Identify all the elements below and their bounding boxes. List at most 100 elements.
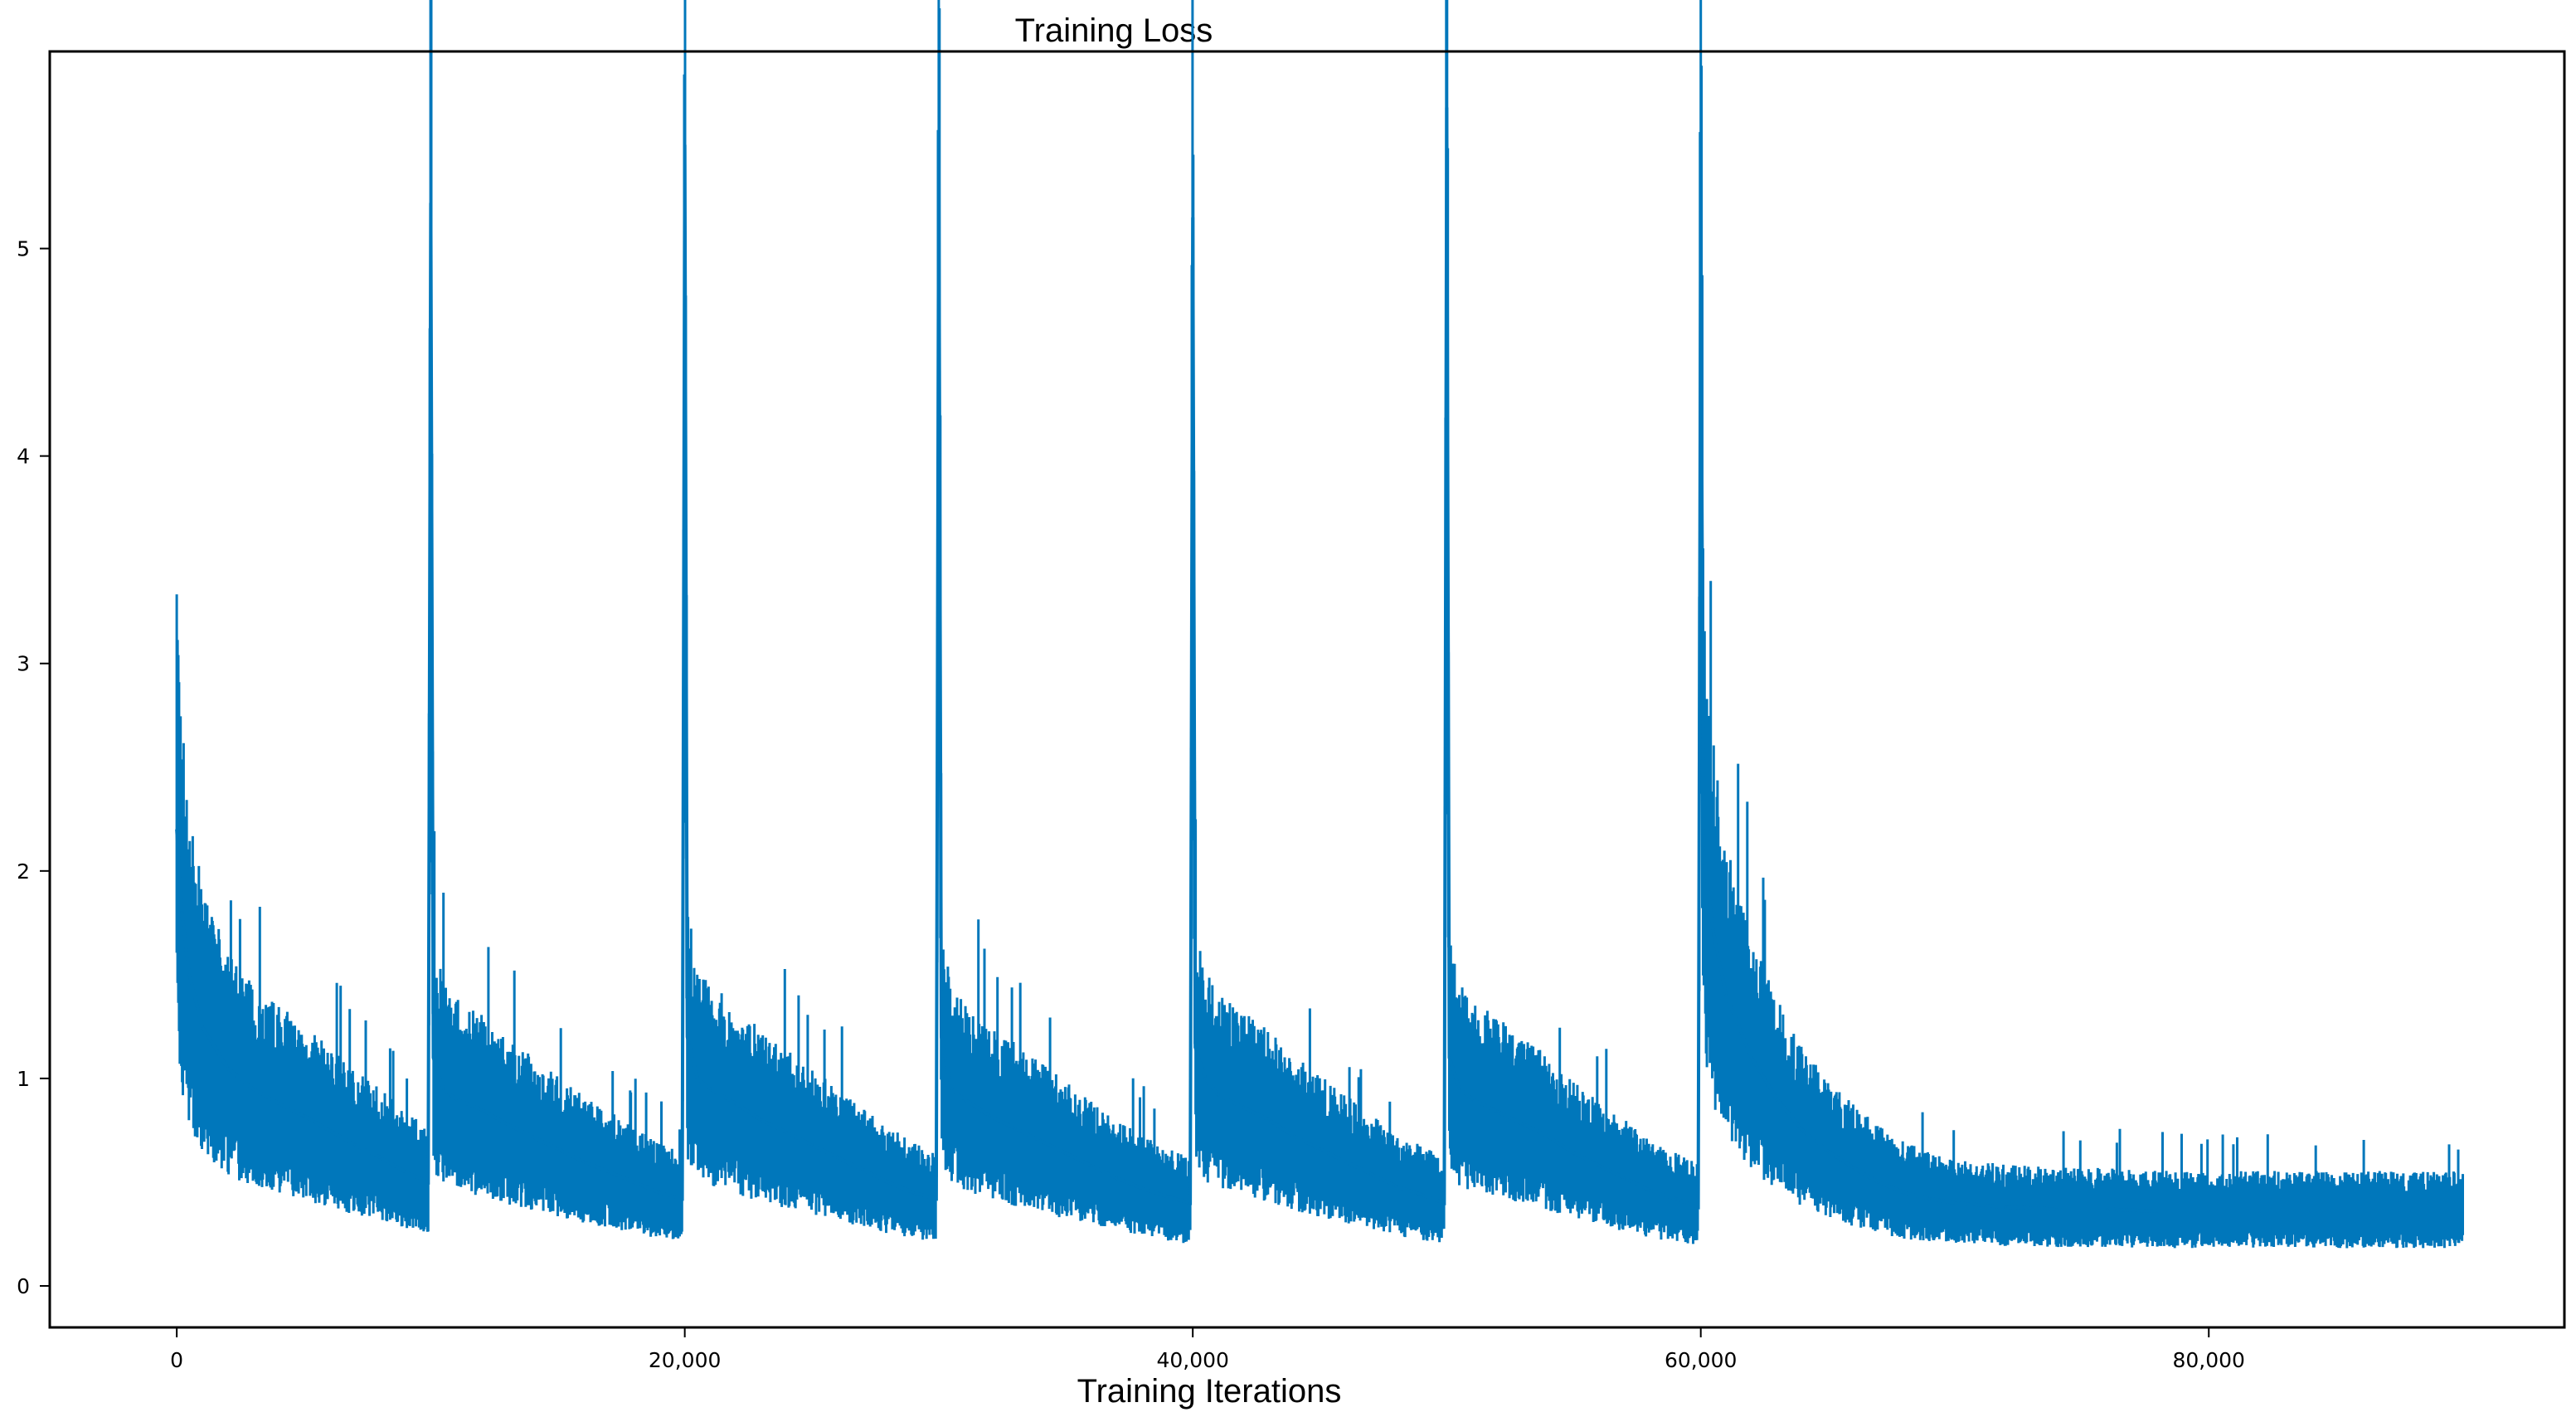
series-point bbox=[810, 1143, 814, 1147]
series-point bbox=[1458, 1087, 1461, 1090]
x-tick-label: 0 bbox=[170, 1348, 183, 1372]
series-point bbox=[201, 1025, 204, 1028]
series-point bbox=[1776, 1098, 1779, 1101]
series-point bbox=[760, 1118, 762, 1122]
y-tick-label: 5 bbox=[17, 237, 30, 261]
series-point bbox=[1877, 1181, 1880, 1184]
series-point bbox=[1597, 1164, 1601, 1167]
chart-title: Training Loss bbox=[1015, 12, 1213, 49]
series-point bbox=[175, 828, 178, 831]
series-point bbox=[442, 1087, 445, 1090]
series-point bbox=[302, 1114, 305, 1118]
y-tick-label: 2 bbox=[17, 859, 30, 884]
series-point bbox=[2207, 1210, 2210, 1213]
series-point bbox=[1445, 106, 1448, 109]
series-point bbox=[1318, 1147, 1321, 1151]
y-tick-label: 3 bbox=[17, 652, 30, 676]
series-point bbox=[632, 1181, 635, 1184]
series-point bbox=[1217, 1093, 1220, 1097]
series-point bbox=[937, 148, 940, 150]
series-point bbox=[1903, 1191, 1906, 1194]
series-point bbox=[1293, 1135, 1296, 1138]
series-point bbox=[1649, 1189, 1651, 1192]
series-point bbox=[950, 1087, 953, 1090]
series-point bbox=[1623, 1176, 1626, 1180]
series-point bbox=[1547, 1135, 1550, 1138]
series-point bbox=[1344, 1160, 1347, 1163]
series-point bbox=[2156, 1210, 2160, 1213]
series-point bbox=[1090, 1164, 1093, 1167]
series-point bbox=[2462, 1210, 2464, 1213]
series-point bbox=[1369, 1172, 1373, 1176]
x-tick-label: 20,000 bbox=[649, 1348, 721, 1372]
series-point bbox=[935, 1197, 938, 1200]
series-point bbox=[686, 1035, 689, 1039]
plot-frame bbox=[48, 50, 2566, 1329]
series-point bbox=[1013, 1127, 1017, 1130]
series-point bbox=[557, 1147, 559, 1151]
series-point bbox=[835, 1156, 838, 1159]
series-point bbox=[1442, 1201, 1446, 1205]
series-point bbox=[1953, 1201, 1956, 1205]
series-point bbox=[1115, 1176, 1118, 1180]
series-point bbox=[480, 1108, 484, 1111]
series-point bbox=[1852, 1166, 1854, 1169]
series-point bbox=[1724, 994, 1728, 997]
series-point bbox=[1420, 1193, 1423, 1196]
series-point bbox=[1064, 1152, 1067, 1155]
series-point bbox=[2360, 1210, 2363, 1213]
series-point bbox=[683, 144, 687, 146]
series-point bbox=[658, 1191, 661, 1194]
series-point bbox=[1712, 932, 1715, 935]
series-point bbox=[404, 1170, 407, 1173]
x-tick-label: 40,000 bbox=[1156, 1348, 1228, 1372]
y-tick-label: 0 bbox=[17, 1274, 30, 1298]
y-tick-label: 1 bbox=[17, 1067, 30, 1091]
series-point bbox=[861, 1168, 864, 1171]
series-point bbox=[432, 1056, 435, 1059]
series-point bbox=[328, 1128, 331, 1132]
series-point bbox=[1927, 1197, 1931, 1200]
series-point bbox=[1750, 1056, 1753, 1059]
series-point bbox=[734, 1102, 737, 1105]
series-point bbox=[708, 1087, 712, 1090]
series-point bbox=[1521, 1122, 1524, 1126]
series-point bbox=[2055, 1208, 2058, 1210]
series-point bbox=[180, 911, 183, 914]
series-point bbox=[887, 1181, 890, 1184]
series-point bbox=[1674, 1197, 1677, 1200]
series-point bbox=[1204, 1077, 1207, 1080]
series-point bbox=[2309, 1210, 2312, 1213]
series-point bbox=[1191, 216, 1194, 219]
series-line-group bbox=[175, 106, 2464, 1213]
series-point bbox=[1702, 849, 1705, 852]
series-point bbox=[187, 973, 191, 976]
series-point bbox=[681, 1197, 684, 1200]
series-point bbox=[940, 1035, 943, 1039]
series-point bbox=[426, 1181, 430, 1184]
series-point bbox=[353, 1143, 356, 1147]
series-point bbox=[963, 1098, 965, 1101]
series-point bbox=[378, 1156, 382, 1159]
x-axis: 0 20,000 40,000 60,000 80,000 bbox=[170, 1327, 2245, 1372]
series-point bbox=[1140, 1186, 1144, 1190]
x-tick-label: 80,000 bbox=[2172, 1348, 2244, 1372]
series-point bbox=[1242, 1106, 1245, 1109]
series-point bbox=[607, 1170, 610, 1173]
series-point bbox=[1470, 1098, 1474, 1101]
series-point bbox=[1188, 1201, 1192, 1205]
series-point bbox=[1193, 1045, 1197, 1049]
series-point bbox=[1267, 1118, 1271, 1122]
series-point bbox=[1496, 1110, 1499, 1113]
y-tick-label: 4 bbox=[17, 445, 30, 469]
series-point bbox=[277, 1102, 280, 1105]
series-point bbox=[2106, 1208, 2109, 1210]
x-tick-label: 60,000 bbox=[1665, 1348, 1737, 1372]
series-point bbox=[1038, 1139, 1042, 1142]
series-point bbox=[2410, 1210, 2413, 1213]
series-point bbox=[505, 1122, 508, 1126]
series-point bbox=[1394, 1185, 1397, 1188]
series-point bbox=[1699, 210, 1703, 213]
series-point bbox=[2004, 1205, 2007, 1209]
